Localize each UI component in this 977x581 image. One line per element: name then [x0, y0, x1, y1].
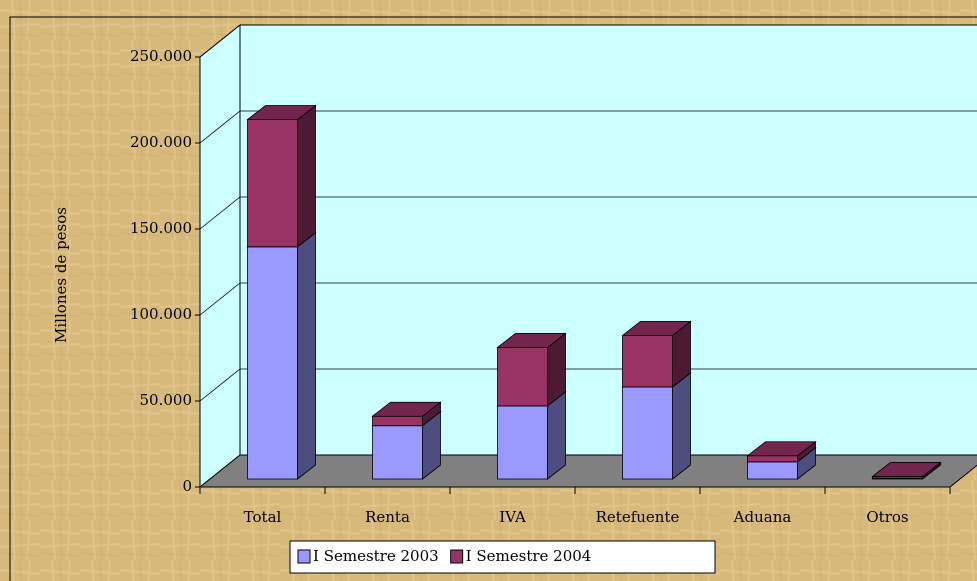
y-tick-label: 250.000	[130, 47, 192, 65]
bar-side	[672, 372, 691, 480]
x-tick-label: Total	[244, 508, 282, 526]
side-wall	[199, 23, 241, 489]
bar-front	[247, 119, 298, 248]
bar-front	[497, 405, 548, 480]
bar-top	[746, 441, 817, 457]
grid-line	[199, 110, 977, 144]
bar-segment	[246, 104, 317, 248]
bar-segment	[371, 401, 442, 427]
grid-line	[199, 196, 977, 230]
bar-side	[297, 104, 316, 248]
grid-line	[199, 368, 977, 402]
back-wall	[239, 24, 977, 456]
y-tick-label: 100.000	[130, 305, 192, 323]
legend-box	[289, 540, 716, 574]
bar-side	[297, 231, 316, 480]
y-tick-label: 50.000	[140, 391, 193, 409]
bar-front	[747, 461, 798, 480]
floor	[198, 454, 977, 488]
bar-segment	[621, 372, 692, 480]
bar-front	[497, 347, 548, 407]
grid-line	[199, 282, 977, 316]
legend-swatch	[297, 549, 311, 564]
x-tick-label: IVA	[499, 508, 526, 526]
y-tick-label: 0	[182, 477, 192, 495]
y-tick-label: 150.000	[130, 219, 192, 237]
bar-top	[246, 105, 317, 120]
bar-front	[747, 455, 798, 463]
x-tick-label: Otros	[866, 508, 908, 526]
x-tick-label: Aduana	[733, 508, 792, 526]
legend: I Semestre 2003 I Semestre 2004	[289, 540, 716, 574]
x-tick-label: Retefuente	[596, 508, 680, 526]
y-axis-label: Millones de pesos	[52, 207, 70, 343]
bar-segment	[621, 320, 692, 388]
x-tick-label: Renta	[365, 508, 410, 526]
bar-top	[496, 333, 567, 348]
bar-front	[372, 415, 423, 427]
bar-segment	[496, 332, 567, 407]
legend-text: I Semestre 2003	[313, 547, 439, 565]
bar-front	[622, 386, 673, 480]
bar-front	[247, 246, 298, 480]
bar-segment	[746, 440, 817, 463]
bar-side	[547, 391, 566, 480]
frame	[9, 16, 977, 581]
bar-front	[372, 425, 423, 480]
legend-swatch	[450, 549, 464, 564]
legend-text: I Semestre 2004	[466, 547, 592, 565]
bar-top	[871, 462, 942, 477]
bar-top	[621, 320, 692, 336]
bar-segment	[246, 231, 317, 480]
y-tick-label: 200.000	[130, 133, 192, 151]
grid-line	[199, 24, 977, 58]
bar-top	[371, 401, 442, 417]
bar-front	[622, 334, 673, 388]
bar-segment	[871, 461, 942, 479]
